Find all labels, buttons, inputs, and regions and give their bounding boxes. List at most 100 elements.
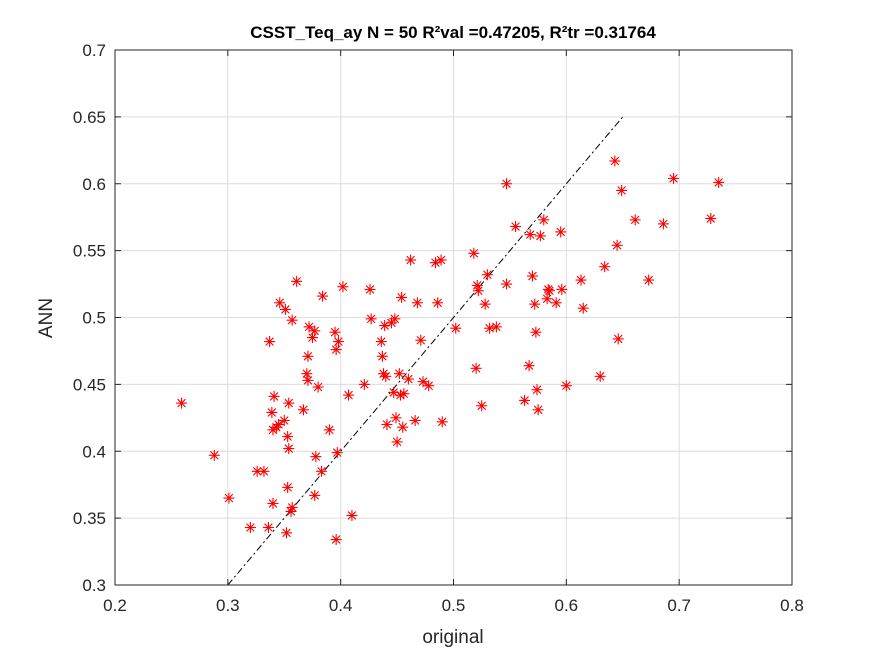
data-point [423,380,435,392]
marker-stroke [252,467,262,476]
data-point [208,449,220,461]
marker-stroke [533,405,543,415]
data-point [490,321,502,333]
data-point [435,254,447,266]
marker-stroke [284,398,294,408]
data-point [611,239,623,251]
marker-stroke [528,271,537,281]
marker-stroke [283,483,292,492]
data-point [302,350,314,362]
data-point [268,390,280,402]
marker-stroke [610,156,620,166]
y-tick-label: 0.6 [82,175,106,194]
marker-stroke [390,314,400,324]
data-point [538,214,550,226]
y-tick-label: 0.7 [82,41,106,60]
marker-stroke [274,420,283,429]
marker-stroke [310,326,320,336]
data-point [612,333,624,345]
data-point [291,275,303,287]
chart-title: CSST_Teq_ay N = 50 R²val =0.47205, R²tr … [250,23,656,42]
marker-stroke [246,523,255,532]
marker-stroke [578,303,588,313]
marker-stroke [304,322,314,332]
marker-stroke [275,298,285,308]
y-tick-label: 0.35 [73,509,106,528]
marker-stroke [292,277,301,286]
data-point [315,465,327,477]
marker-stroke [338,282,348,292]
data-point [643,274,655,286]
marker-stroke [502,179,511,189]
marker-stroke [613,334,623,344]
marker-stroke [520,396,529,405]
marker-stroke [177,398,186,408]
x-tick-label: 0.4 [329,596,353,615]
y-tick-label: 0.3 [82,576,106,595]
marker-stroke [224,493,234,503]
marker-stroke [471,364,481,373]
marker-stroke [281,305,290,314]
data-point [301,368,313,380]
marker-stroke [539,215,549,225]
data-point [331,447,343,459]
data-point [286,501,298,513]
marker-stroke [595,372,605,381]
marker-stroke [303,376,313,385]
marker-stroke [399,389,409,399]
data-point [330,534,342,546]
data-point [329,326,341,338]
x-tick-label: 0.2 [103,596,127,615]
data-point [577,302,589,314]
marker-stroke [284,444,294,453]
data-point [375,336,387,348]
data-point [510,221,522,233]
marker-stroke [413,298,422,308]
data-point [258,465,270,477]
marker-stroke [365,285,375,294]
data-point [526,270,538,282]
data-point [599,261,611,273]
data-point [274,297,286,309]
data-point [436,416,448,428]
marker-stroke [477,401,486,411]
marker-stroke [283,432,292,441]
y-tick-label: 0.4 [82,442,106,461]
marker-stroke [267,408,277,417]
data-point [283,443,295,455]
x-axis-ticks: 0.2 0.3 0.4 0.5 0.6 0.7 0.8 [103,50,804,615]
data-point [381,419,393,430]
data-point [529,298,541,310]
data-point [472,285,484,297]
data-point [398,388,410,400]
marker-stroke [436,255,446,265]
marker-stroke [531,327,541,337]
marker-stroke [279,416,289,425]
marker-stroke [617,186,626,195]
data-point [337,281,349,293]
marker-stroke [545,286,554,296]
data-point [629,214,641,226]
marker-stroke [381,372,391,381]
data-point [543,285,555,297]
data-point [273,419,285,430]
data-point [282,431,294,443]
marker-stroke [557,285,567,294]
data-point [266,406,278,418]
marker-stroke [397,293,406,302]
data-point [393,368,405,380]
data-point [450,322,462,334]
x-axis-label: original [422,627,483,648]
marker-stroke [556,227,565,237]
data-point [302,374,314,386]
data-point [481,269,493,281]
y-tick-label: 0.55 [73,242,106,261]
marker-stroke [313,382,323,392]
marker-stroke [318,291,327,301]
x-tick-label: 0.8 [780,596,804,615]
marker-stroke [344,390,353,400]
data-point [376,350,388,362]
marker-stroke [317,467,326,476]
data-point [550,297,562,309]
